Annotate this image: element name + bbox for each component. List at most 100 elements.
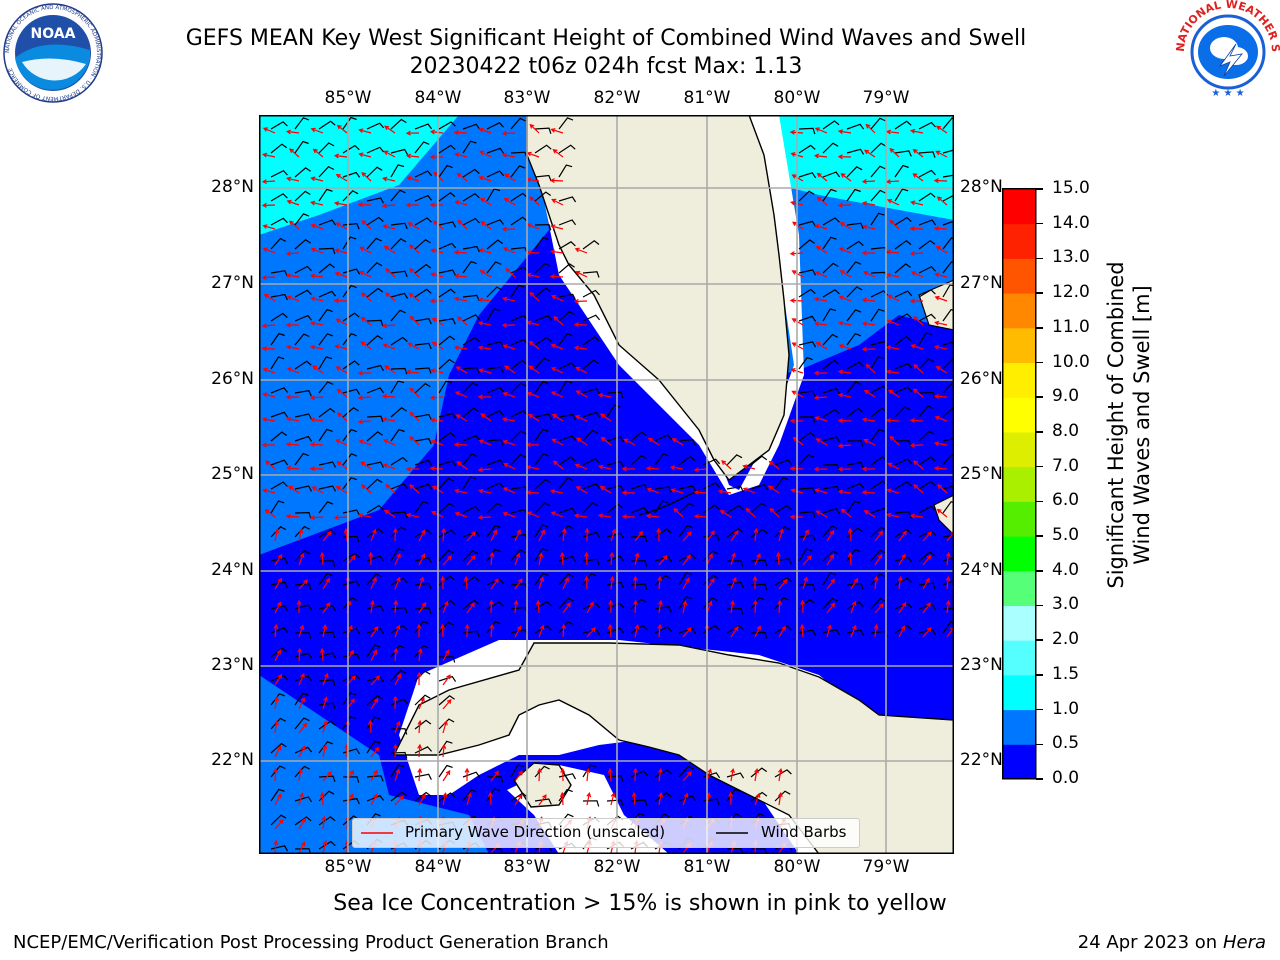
- wind-barb: [486, 188, 501, 202]
- wind-barb: [534, 765, 550, 778]
- wave-arrow: [442, 792, 448, 806]
- wave-arrow: [887, 389, 900, 398]
- wave-arrow: [394, 552, 401, 566]
- wind-barb: [270, 647, 288, 658]
- wave-arrow: [285, 344, 300, 350]
- wave-arrow: [909, 442, 924, 448]
- wave-arrow: [406, 176, 420, 182]
- wind-barb: [270, 500, 285, 514]
- wind-barb: [294, 692, 309, 706]
- wind-barb: [342, 116, 357, 130]
- wind-barb: [798, 584, 816, 591]
- wave-arrow: [769, 507, 780, 518]
- wave-arrow: [382, 176, 396, 182]
- wind-barb: [318, 605, 337, 612]
- wave-arrow: [898, 553, 906, 566]
- wave-arrow: [273, 623, 279, 638]
- wind-barb: [390, 118, 407, 130]
- wind-barb: [534, 453, 550, 466]
- wave-arrow: [429, 154, 444, 160]
- wind-barb: [846, 482, 865, 490]
- legend-wave-swatch: [361, 832, 393, 834]
- wave-arrow: [441, 743, 447, 758]
- wind-barb: [894, 481, 912, 490]
- wind-barb: [438, 412, 457, 419]
- wind-barb: [390, 483, 409, 490]
- wind-barb: [366, 387, 385, 394]
- wind-barb: [822, 308, 837, 322]
- wind-barb: [270, 431, 288, 442]
- wind-barb: [294, 632, 312, 639]
- wave-arrow: [310, 176, 324, 182]
- wind-barb: [390, 222, 408, 230]
- wave-arrow: [549, 178, 564, 184]
- lat-tick-left: 24°N: [211, 560, 254, 580]
- wave-arrow: [456, 172, 468, 182]
- wind-barb: [846, 148, 865, 155]
- wave-arrow: [865, 363, 876, 374]
- wind-barb: [558, 310, 575, 322]
- wave-arrow: [503, 463, 516, 470]
- wind-barb: [894, 362, 913, 370]
- wind-barb: [678, 485, 697, 492]
- wave-arrow: [600, 413, 612, 422]
- wave-arrow: [861, 297, 876, 303]
- wave-arrow: [839, 222, 852, 230]
- wave-arrow: [633, 599, 639, 614]
- wave-arrow: [490, 529, 498, 542]
- wave-arrow: [802, 576, 809, 590]
- wind-barb: [270, 693, 286, 706]
- lat-tick-left: 27°N: [211, 273, 254, 293]
- wave-arrow: [575, 390, 588, 398]
- wind-barb: [726, 486, 744, 493]
- wind-barb: [798, 315, 817, 322]
- wind-barb: [486, 239, 504, 250]
- wave-arrow: [490, 770, 500, 782]
- wave-arrow: [646, 487, 660, 494]
- wind-barb: [318, 290, 337, 298]
- wind-barb: [438, 221, 457, 228]
- wind-barb: [582, 572, 598, 586]
- wind-barb: [678, 455, 696, 466]
- wave-arrow: [466, 531, 476, 542]
- wave-arrow: [285, 394, 300, 400]
- lon-tick-top: 83°W: [503, 88, 551, 108]
- wave-arrow: [910, 200, 924, 206]
- wind-barb: [462, 192, 480, 202]
- wave-arrow: [263, 293, 276, 302]
- wind-barb: [342, 476, 358, 490]
- wind-barb: [390, 548, 405, 562]
- wave-arrow: [934, 272, 948, 278]
- wave-arrow: [504, 173, 516, 182]
- wind-barb: [942, 194, 954, 202]
- wave-arrow: [776, 551, 781, 566]
- wave-arrow: [838, 247, 852, 254]
- wind-barb: [462, 217, 480, 226]
- wind-barb: [750, 583, 768, 591]
- wind-barb: [366, 415, 384, 423]
- wind-barb: [318, 263, 336, 274]
- wave-arrow: [682, 554, 692, 566]
- wind-barb: [846, 286, 863, 298]
- wind-barb: [510, 216, 528, 226]
- wind-barb: [774, 769, 792, 778]
- wind-barb: [438, 740, 453, 754]
- wind-barb: [798, 190, 815, 202]
- wind-barb: [318, 652, 337, 659]
- wave-arrow: [528, 340, 540, 350]
- wave-arrow: [370, 746, 380, 758]
- wave-arrow: [768, 460, 780, 470]
- wave-arrow: [597, 513, 612, 519]
- wind-barb: [390, 270, 408, 278]
- wind-barb: [822, 436, 841, 443]
- wind-barb: [942, 308, 954, 322]
- wind-barb: [462, 123, 481, 130]
- wave-arrow: [553, 316, 564, 326]
- wave-arrow: [573, 298, 588, 304]
- wind-barb: [558, 413, 576, 421]
- wind-barb: [798, 288, 816, 298]
- wave-arrow: [863, 149, 876, 158]
- wave-arrow: [847, 551, 853, 566]
- colorbar-tick-label: 14.0: [1052, 212, 1090, 233]
- wave-arrow: [910, 344, 924, 350]
